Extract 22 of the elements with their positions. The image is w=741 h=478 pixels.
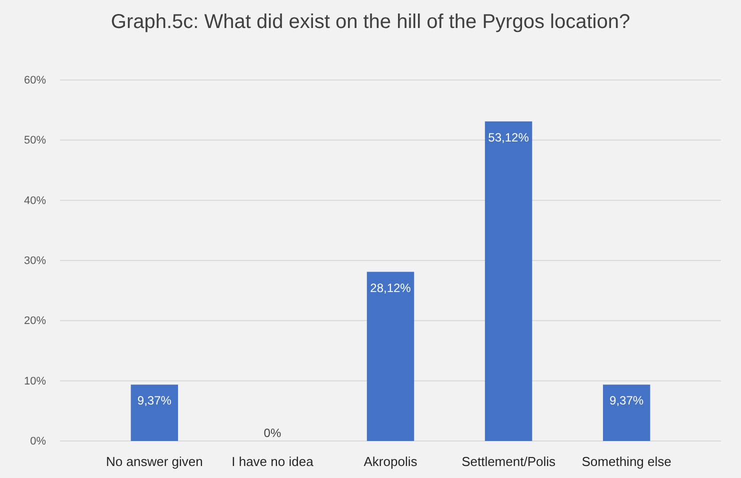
bar	[484, 121, 532, 441]
y-tick-label: 60%	[24, 74, 46, 87]
chart-title: Graph.5c: What did exist on the hill of the Pyrgos location?	[110, 11, 630, 33]
bar	[366, 272, 414, 441]
y-tick-label: 0%	[30, 436, 46, 448]
data-label: 9,37%	[137, 394, 172, 408]
x-tick-label: Akropolis	[364, 454, 418, 470]
data-label: 9,37%	[610, 394, 644, 408]
y-tick-label: 20%	[24, 315, 46, 328]
x-tick-label: I have no idea	[232, 454, 314, 470]
data-label: 0%	[264, 426, 282, 440]
x-tick-label: No answer given	[106, 454, 203, 470]
y-tick-label: 40%	[24, 194, 46, 207]
data-label: 53,12%	[488, 130, 530, 144]
x-tick-label: Something else	[582, 454, 672, 470]
y-tick-label: 50%	[24, 134, 46, 147]
bar	[602, 384, 650, 441]
y-tick-label: 30%	[24, 255, 46, 268]
data-label: 28,12%	[370, 280, 412, 295]
bar	[130, 384, 178, 441]
y-tick-label: 10%	[24, 375, 46, 388]
x-tick-label: Settlement/Polis	[462, 454, 556, 470]
